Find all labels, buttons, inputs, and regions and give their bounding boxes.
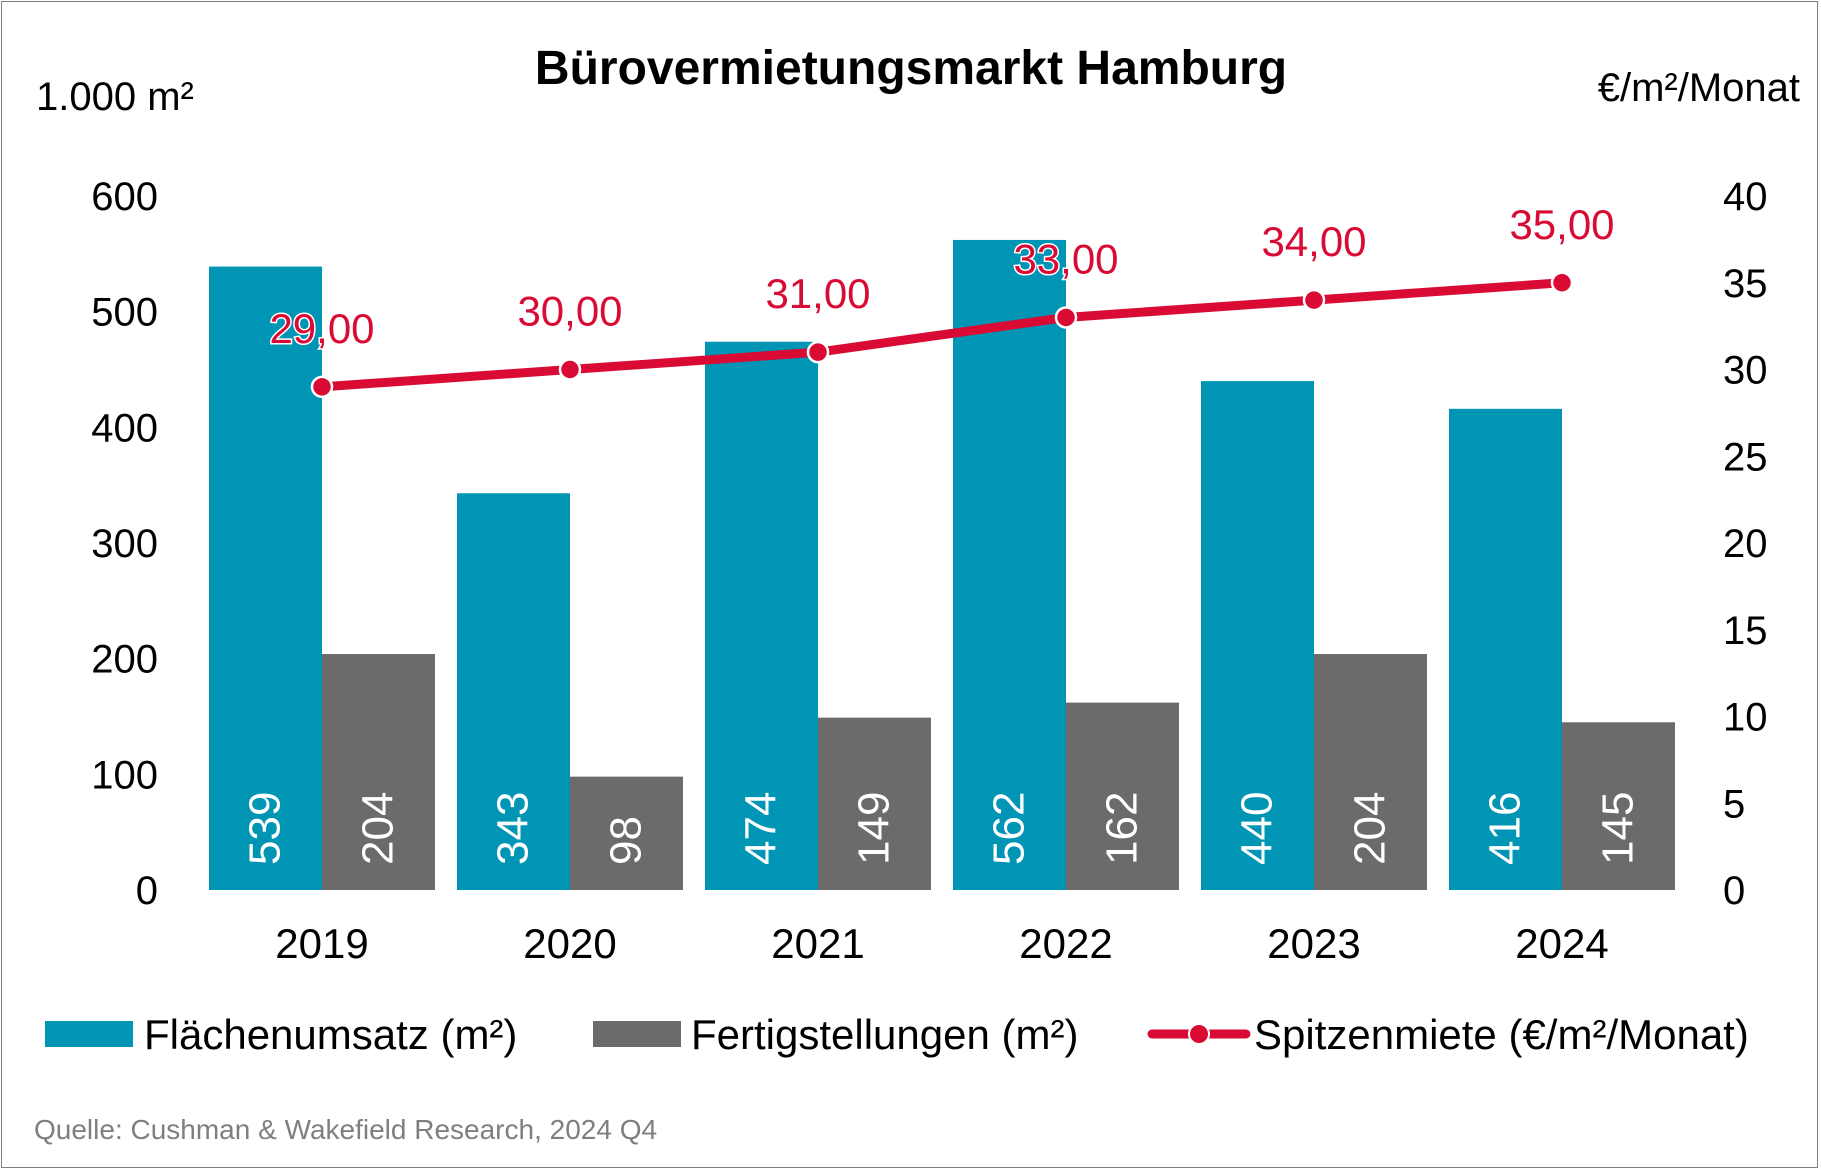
rent-point (1054, 306, 1078, 329)
rent-value-label: 33,00 (1013, 235, 1118, 282)
rent-value-label: 29,00 (269, 305, 374, 352)
right-tick-label: 10 (1723, 696, 1768, 740)
x-axis-ticks: 2019 2020 2021 2022 2023 2024 (275, 920, 1608, 967)
right-tick-label: 30 (1723, 349, 1768, 393)
bar-label-fertigstellungen: 162 (1098, 792, 1147, 865)
left-tick-label: 0 (136, 869, 158, 913)
right-axis-unit: €/m²/Monat (1598, 66, 1800, 110)
bar-flaechenumsatz (1201, 381, 1314, 890)
right-tick-label: 35 (1723, 262, 1768, 306)
bar-fertigstellungen (818, 717, 931, 890)
bar-fertigstellungen (322, 654, 435, 890)
rent-point (1302, 288, 1326, 312)
bar-flaechenumsatz (457, 493, 570, 890)
rent-point (558, 358, 582, 381)
right-tick-label: 20 (1723, 522, 1768, 566)
rent-line (310, 271, 1574, 399)
bar-label-flaechenumsatz: 474 (737, 792, 786, 865)
bar-label-fertigstellungen: 145 (1594, 792, 1643, 865)
bar-label-fertigstellungen: 149 (850, 792, 899, 865)
bar-label-fertigstellungen: 204 (1346, 792, 1395, 865)
bar-label-fertigstellungen: 98 (602, 816, 651, 865)
rent-line-path (317, 278, 1567, 392)
bar-label-flaechenumsatz: 539 (241, 792, 290, 865)
right-tick-label: 15 (1723, 609, 1768, 653)
left-tick-label: 200 (91, 638, 158, 682)
left-tick-label: 400 (91, 406, 158, 450)
legend-swatch-flaechenumsatz (45, 1021, 133, 1047)
bar-label-flaechenumsatz: 343 (489, 792, 538, 865)
rent-point (310, 375, 334, 399)
bars (209, 239, 1675, 891)
x-tick-label: 2019 (275, 920, 368, 967)
legend-label-flaechenumsatz: Flächenumsatz (m²) (144, 1011, 517, 1058)
right-tick-label: 0 (1723, 869, 1745, 913)
legend-label-fertigstellungen: Fertigstellungen (m²) (691, 1011, 1078, 1058)
x-tick-label: 2020 (523, 920, 616, 967)
left-tick-label: 600 (91, 175, 158, 219)
right-tick-label: 40 (1723, 175, 1768, 219)
right-tick-label: 25 (1723, 435, 1768, 479)
bar-fertigstellungen (1314, 654, 1427, 890)
rent-value-labels: 29,00 30,00 31,00 33,00 34,00 35,00 (268, 199, 1616, 353)
rent-value-label: 35,00 (1509, 201, 1614, 248)
legend: Flächenumsatz (m²) Fertigstellungen (m²)… (45, 1011, 1749, 1058)
right-tick-label: 5 (1723, 782, 1745, 826)
bar-flaechenumsatz (1449, 408, 1562, 890)
bar-flaechenumsatz (953, 239, 1066, 890)
chart-title: Bürovermietungsmarkt Hamburg (535, 42, 1287, 95)
rent-value-label: 31,00 (765, 270, 870, 317)
left-axis-ticks: 0 100 200 300 400 500 600 (91, 175, 158, 913)
bar-flaechenumsatz (209, 266, 322, 891)
x-tick-label: 2024 (1515, 920, 1608, 967)
left-axis-unit: 1.000 m² (36, 75, 194, 119)
right-axis-ticks: 0 5 10 15 20 25 30 35 40 (1723, 175, 1768, 913)
left-tick-label: 100 (91, 753, 158, 797)
legend-label-spitzenmiete: Spitzenmiete (€/m²/Monat) (1254, 1011, 1749, 1058)
rent-value-label: 34,00 (1261, 218, 1366, 265)
bar-fertigstellungen (570, 776, 683, 890)
bar-label-flaechenumsatz: 562 (985, 792, 1034, 865)
bar-fertigstellungen (1562, 722, 1675, 890)
rent-value-label: 30,00 (517, 288, 622, 335)
source-note: Quelle: Cushman & Wakefield Research, 20… (34, 1114, 657, 1145)
bar-value-labels: 539 204 343 98 474 149 562 162 440 204 416 145 (241, 792, 1643, 865)
left-tick-label: 300 (91, 522, 158, 566)
left-tick-label: 500 (91, 291, 158, 335)
bar-label-fertigstellungen: 204 (354, 792, 403, 865)
bar-flaechenumsatz (705, 341, 818, 890)
x-tick-label: 2022 (1019, 920, 1112, 967)
rent-point (1550, 271, 1574, 294)
rent-point (806, 340, 830, 364)
x-tick-label: 2023 (1267, 920, 1360, 967)
legend-swatch-fertigstellungen (593, 1021, 681, 1047)
legend-marker-spitzenmiete (1188, 1023, 1210, 1045)
bar-label-flaechenumsatz: 416 (1481, 792, 1530, 865)
x-tick-label: 2021 (771, 920, 864, 967)
bar-fertigstellungen (1066, 702, 1179, 890)
bar-label-flaechenumsatz: 440 (1233, 792, 1282, 865)
